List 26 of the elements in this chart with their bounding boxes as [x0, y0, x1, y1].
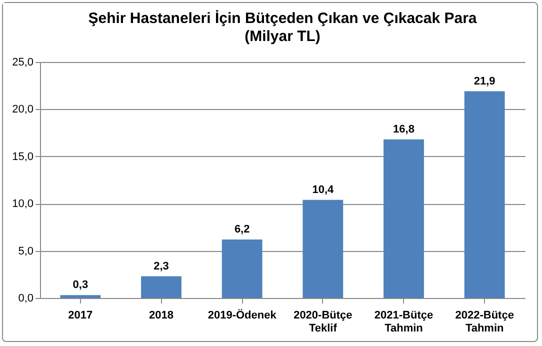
y-tick-label: 5,0 — [18, 245, 34, 258]
x-tick-label: 2021-Bütçe Tahmin — [374, 310, 434, 334]
data-label: 0,3 — [72, 279, 88, 292]
chart-subtitle: (Milyar TL) — [244, 28, 320, 45]
x-tick-label: 2019-Ödenek — [208, 308, 278, 322]
x-tick-label: 2020-Bütçe Teklif — [294, 310, 352, 334]
bar — [384, 139, 424, 298]
y-tick-label: 25,0 — [12, 56, 34, 68]
y-tick-label: 10,0 — [12, 198, 34, 210]
data-label: 10,4 — [312, 184, 334, 196]
x-tick-label: 2018 — [149, 310, 174, 322]
y-tick-label: 20,0 — [12, 104, 34, 116]
bar — [464, 91, 505, 298]
data-label: 2,3 — [154, 260, 169, 272]
chart-title: Şehir Hastaneleri İçin Bütçeden Çıkan ve Çıkacak Para — [88, 10, 478, 27]
data-label: 6,2 — [234, 223, 250, 236]
y-tick-label: 0,0 — [18, 292, 34, 304]
bar — [222, 239, 262, 298]
y-tick-label: 15,0 — [12, 150, 34, 163]
data-label: 16,8 — [393, 123, 414, 136]
bar — [141, 276, 182, 298]
bar — [60, 295, 101, 298]
x-tick-label: 2017 — [68, 310, 93, 322]
data-label: 21,9 — [474, 75, 496, 88]
x-tick-label: 2022-Bütçe Tahmin — [455, 310, 514, 334]
bar — [302, 200, 344, 298]
